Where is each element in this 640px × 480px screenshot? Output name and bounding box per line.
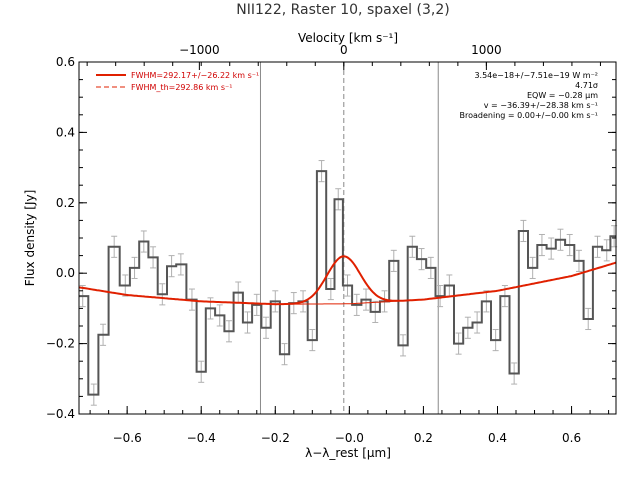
top-tick-label-1: 0 xyxy=(340,43,348,57)
chart-title: NII122, Raster 10, spaxel (3,2) xyxy=(236,2,449,18)
x-tick-label-0: −0.6 xyxy=(113,431,142,445)
y-tick-label-4: 0.4 xyxy=(56,125,75,139)
x-tick-label-2: −0.2 xyxy=(261,431,290,445)
spectrum-line xyxy=(79,170,616,396)
top-tick-label-0: −1000 xyxy=(179,43,220,57)
y-tick-label-5: 0.6 xyxy=(56,55,75,69)
top-axis-label: Velocity [km s⁻¹] xyxy=(298,31,398,45)
x-tick-label-3: −0.0 xyxy=(335,431,364,445)
gaussian-fit-line xyxy=(78,255,617,306)
x-tick-label-1: −0.4 xyxy=(187,431,216,445)
annotation-3: v = −36.39+/−28.38 km s⁻¹ xyxy=(484,101,598,110)
annotation-2: EQW = −0.28 μm xyxy=(527,91,598,100)
legend-label-0: FWHM=292.17+/−26.22 km s⁻¹ xyxy=(131,71,259,80)
annotation-4: Broadening = 0.00+/−0.00 km s⁻¹ xyxy=(460,111,598,120)
y-axis-label: Flux density [Jy] xyxy=(23,190,37,287)
x-axis-label: λ−λ_rest [μm] xyxy=(305,446,391,460)
y-tick-label-2: 0.0 xyxy=(56,266,75,280)
y-tick-label-0: −0.4 xyxy=(46,407,75,421)
y-tick-label-3: 0.2 xyxy=(56,196,75,210)
annotation-0: 3.54e−18+/−7.51e−19 W m⁻² xyxy=(474,71,598,80)
x-tick-label-5: 0.4 xyxy=(488,431,507,445)
top-tick-label-2: 1000 xyxy=(471,43,502,57)
legend-label-1: FWHM_th=292.86 km s⁻¹ xyxy=(131,83,232,92)
y-tick-label-1: −0.2 xyxy=(46,337,75,351)
x-tick-label-4: 0.2 xyxy=(414,431,433,445)
x-tick-label-6: 0.6 xyxy=(562,431,581,445)
annotation-1: 4.71σ xyxy=(575,81,598,90)
